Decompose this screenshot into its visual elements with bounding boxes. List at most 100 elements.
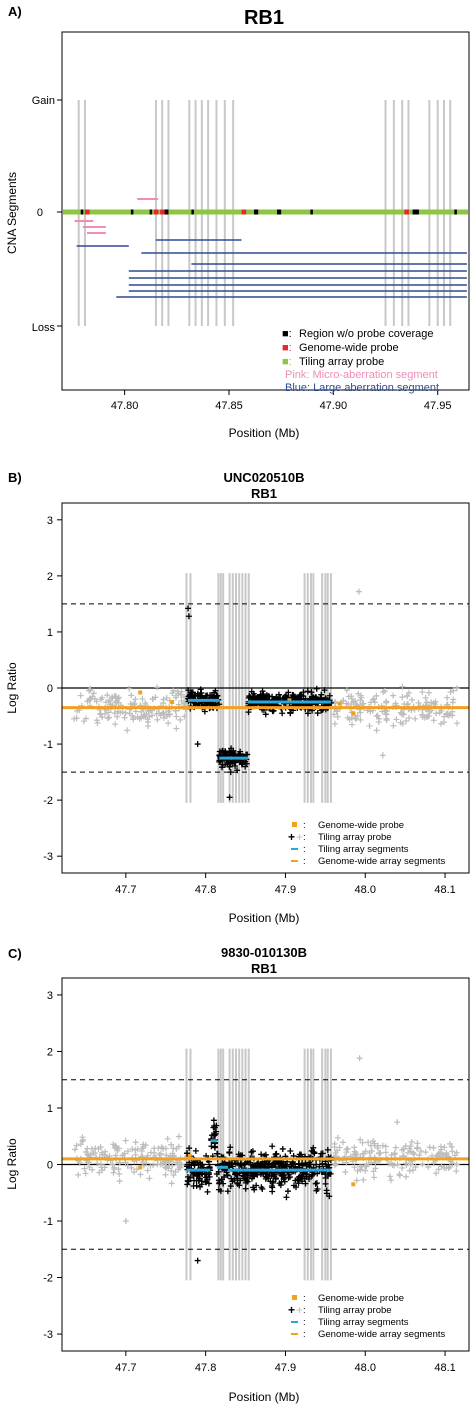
grey-probe-marker [406, 714, 412, 721]
legend-swatch-genome-wide-probe [292, 1295, 297, 1300]
panel-b-y-label: Log Ratio [5, 662, 19, 714]
grey-probe-marker [111, 693, 118, 700]
tiling-probe-marker [227, 1144, 234, 1151]
no-coverage-region [454, 209, 457, 215]
grey-probe-marker [419, 689, 426, 696]
grey-probe-marker [160, 1159, 167, 1166]
grey-probe-marker [422, 1149, 429, 1156]
grey-probe-marker [453, 1161, 460, 1168]
tiling-probe-marker [227, 769, 234, 776]
genome-wide-probe [337, 701, 342, 706]
grey-probe-marker [111, 1166, 118, 1173]
tiling-probe-marker [307, 1161, 314, 1168]
legend-colon: : [303, 820, 306, 831]
grey-probe-marker [147, 1149, 154, 1156]
grey-probe-marker [143, 1160, 150, 1167]
grey-probe-marker [114, 713, 121, 720]
tiling-probe-marker [291, 693, 298, 700]
outlier-marker [185, 605, 192, 612]
grey-probe-marker [399, 1164, 406, 1171]
tiling-probe-marker [326, 1193, 333, 1200]
grey-probe-marker [178, 1161, 185, 1168]
grey-probe-marker [175, 1133, 182, 1140]
no-coverage-region [130, 209, 134, 215]
grey-probe-marker [175, 1143, 182, 1150]
tiling-probe-marker [245, 709, 252, 716]
grey-probe-marker [419, 714, 426, 721]
grey-probe-marker [447, 1140, 454, 1147]
grey-probe-marker [101, 1164, 108, 1171]
tiling-probe-marker [230, 747, 237, 754]
grey-probe-marker [448, 1143, 455, 1150]
tiling-probe-bar [63, 209, 468, 215]
tiling-probe-marker [186, 1145, 193, 1152]
tiling-probe-marker [203, 1174, 210, 1181]
genome-wide-probe [138, 1165, 143, 1170]
grey-probe-marker [143, 711, 150, 718]
grey-probe-marker [89, 693, 96, 700]
tiling-probe-marker [323, 1163, 330, 1170]
grey-probe-marker [168, 1180, 175, 1187]
no-coverage-region [276, 209, 282, 215]
tiling-probe-marker [254, 694, 261, 701]
tiling-probe-marker [303, 1162, 310, 1169]
grey-probe-marker [334, 713, 341, 720]
grey-probe-marker [453, 1149, 460, 1156]
grey-probe-marker [334, 1134, 341, 1141]
outlier-marker [356, 1055, 363, 1062]
grey-probe-marker [390, 722, 397, 729]
no-coverage-region [149, 209, 153, 215]
genome-wide-probe [170, 700, 175, 705]
grey-probe-marker [342, 1169, 349, 1176]
grey-probe-marker [436, 709, 443, 716]
y-tick-zero: 0 [37, 207, 43, 219]
grey-probe-marker [110, 1141, 117, 1148]
legend-label-tiling: Tiling array probe [299, 356, 384, 368]
legend-colon: : [303, 844, 306, 855]
tiling-probe-marker [259, 688, 266, 695]
grey-probe-marker [168, 1167, 175, 1174]
tiling-probe-marker [284, 1188, 291, 1195]
tiling-probe-marker [287, 1147, 294, 1154]
grey-probe-marker [158, 1144, 165, 1151]
tiling-probe-marker [234, 767, 241, 774]
grey-probe-marker [75, 1171, 82, 1178]
panel-a-frame [61, 31, 470, 391]
legend-swatch-tiling-black: + [288, 1303, 295, 1317]
tiling-probe-marker [324, 1146, 331, 1153]
legend-swatch-tiling-grey: + [296, 830, 303, 844]
grey-probe-marker [371, 1174, 378, 1181]
grey-probe-marker [331, 720, 338, 727]
genome-wide-probe [85, 209, 90, 215]
grey-probe-marker [330, 711, 337, 718]
tiling-probe-marker [237, 1161, 244, 1168]
legend-colon: : [303, 1305, 306, 1316]
tiling-probe-marker [197, 1183, 204, 1190]
legend-label-micro-aberration: Pink: Micro-aberration segment [285, 369, 438, 381]
grey-probe-marker [376, 715, 383, 722]
grey-probe-marker [154, 684, 161, 691]
grey-probe-marker [117, 709, 124, 716]
grey-probe-marker [351, 1164, 358, 1171]
grey-probe-marker [177, 691, 184, 698]
grey-probe-marker [343, 687, 350, 694]
grey-probe-marker [334, 708, 341, 715]
tiling-probe-marker [285, 1171, 292, 1178]
grey-probe-marker [425, 689, 432, 696]
x-tick-label: 47.8 [195, 884, 216, 896]
panel-c-title: 9830-010130B [221, 945, 307, 960]
tiling-probe-marker [193, 1182, 200, 1189]
grey-probe-marker [377, 1150, 384, 1157]
legend-swatch-tiling-grey: + [296, 1303, 303, 1317]
legend-label-tiling-probe: Tiling array probe [318, 1305, 392, 1316]
grey-probe-marker [110, 1169, 117, 1176]
grey-probe-marker [136, 715, 143, 722]
grey-probe-marker [146, 1175, 153, 1182]
grey-probe-marker [425, 1163, 432, 1170]
grey-probe-marker [129, 712, 136, 719]
panel-b-plot: 47.7 47.8 47.9 48.0 48.1 -3 -2 -1 0 1 2 3 [43, 515, 469, 896]
tiling-probe-marker [227, 1183, 234, 1190]
grey-probe-marker [102, 1148, 109, 1155]
grey-probe-marker [102, 699, 109, 706]
tiling-probe-marker [293, 1184, 300, 1191]
